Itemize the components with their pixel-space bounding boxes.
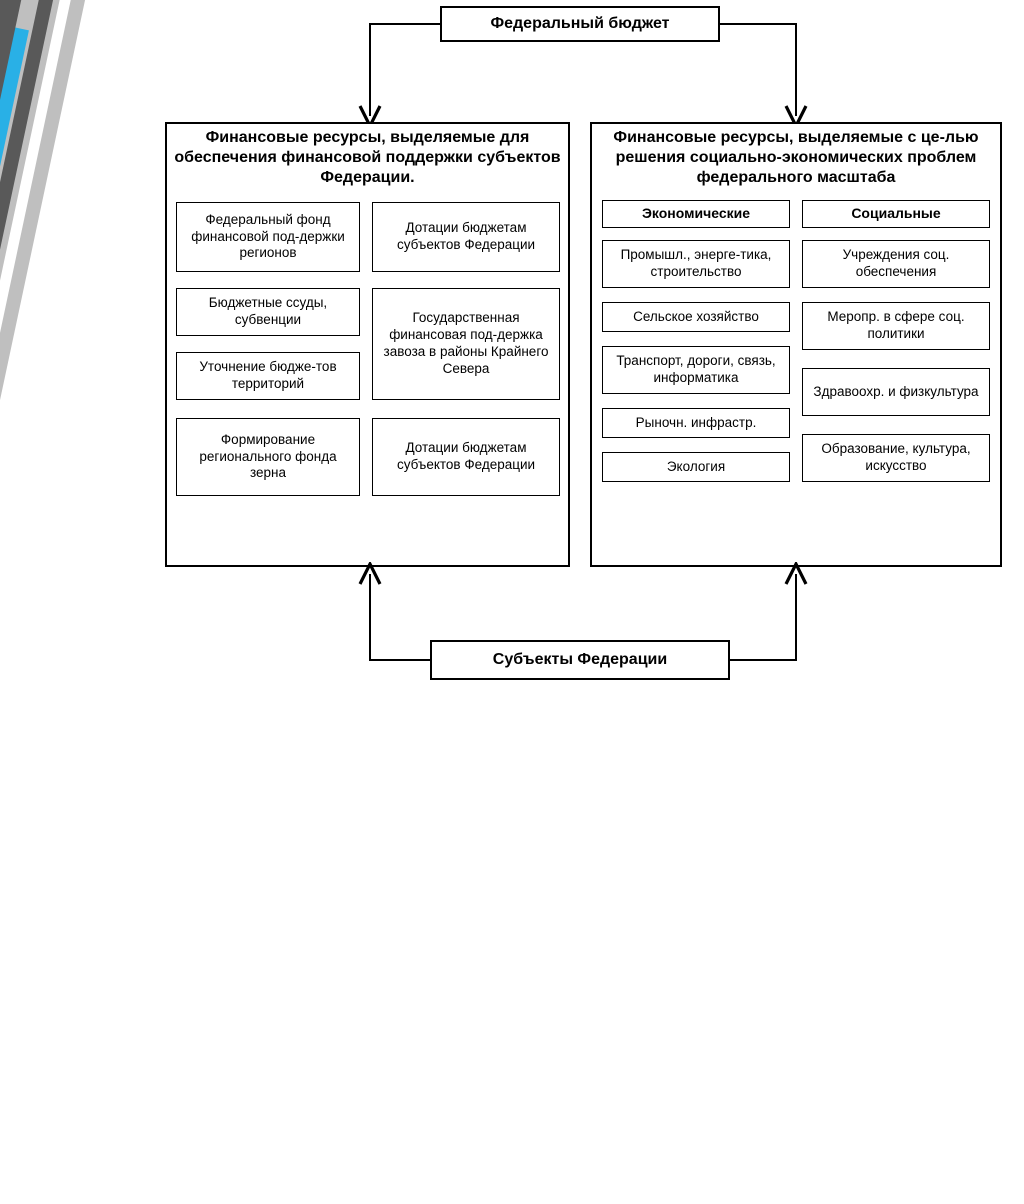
node-subjects-federation: Субъекты Федерации xyxy=(430,640,730,680)
cell-text: Транспорт, дороги, связь, информатика xyxy=(609,353,783,387)
node-label: Субъекты Федерации xyxy=(493,650,667,670)
cell-text: Учреждения соц. обеспечения xyxy=(809,247,983,281)
cell-text: Бюджетные ссуды, субвенции xyxy=(183,295,353,329)
cell-left: Бюджетные ссуды, субвенции xyxy=(176,288,360,336)
cell-right: Меропр. в сфере соц. политики xyxy=(802,302,990,350)
cell-text: Сельское хозяйство xyxy=(633,309,759,326)
subheader-economic: Экономические xyxy=(602,200,790,228)
cell-left: Федеральный фонд финансовой под-держки р… xyxy=(176,202,360,272)
cell-text: Меропр. в сфере соц. политики xyxy=(809,309,983,343)
cell-left: Формирование регионального фонда зерна xyxy=(176,418,360,496)
cell-text: Формирование регионального фонда зерна xyxy=(183,432,353,483)
cell-right: Сельское хозяйство xyxy=(602,302,790,332)
cell-right: Учреждения соц. обеспечения xyxy=(802,240,990,288)
cell-text: Здравоохр. и физкультура xyxy=(813,384,978,401)
cell-left: Уточнение бюдже-тов территорий xyxy=(176,352,360,400)
cell-text: Уточнение бюдже-тов территорий xyxy=(183,359,353,393)
cell-right: Здравоохр. и физкультура xyxy=(802,368,990,416)
cell-text: Федеральный фонд финансовой под-держки р… xyxy=(183,212,353,263)
cell-right: Промышл., энерге-тика, строительство xyxy=(602,240,790,288)
cell-left: Государственная финансовая под-держка за… xyxy=(372,288,560,400)
diagram-root: Федеральный бюджет Финансовые ресурсы, в… xyxy=(150,0,1010,768)
cell-text: Социальные xyxy=(851,205,940,223)
node-left-header: Финансовые ресурсы, выделяемые для обесп… xyxy=(165,122,570,192)
cell-right: Рыночн. инфрастр. xyxy=(602,408,790,438)
cell-text: Государственная финансовая под-держка за… xyxy=(379,310,553,378)
cell-right: Транспорт, дороги, связь, информатика xyxy=(602,346,790,394)
cell-left: Дотации бюджетам субъектов Федерации xyxy=(372,202,560,272)
cell-right: Образование, культура, искусство xyxy=(802,434,990,482)
cell-text: Рыночн. инфрастр. xyxy=(636,415,757,432)
cell-text: Промышл., энерге-тика, строительство xyxy=(609,247,783,281)
cell-right: Экология xyxy=(602,452,790,482)
cell-text: Экономические xyxy=(642,205,750,223)
subheader-social: Социальные xyxy=(802,200,990,228)
node-label: Федеральный бюджет xyxy=(490,14,669,34)
node-federal-budget: Федеральный бюджет xyxy=(440,6,720,42)
node-label: Финансовые ресурсы, выделяемые с це-лью … xyxy=(598,128,994,188)
cell-text: Дотации бюджетам субъектов Федерации xyxy=(379,440,553,474)
cell-left: Дотации бюджетам субъектов Федерации xyxy=(372,418,560,496)
node-right-header: Финансовые ресурсы, выделяемые с це-лью … xyxy=(590,122,1002,192)
cell-text: Дотации бюджетам субъектов Федерации xyxy=(379,220,553,254)
decorative-stripes xyxy=(0,0,160,1000)
cell-text: Образование, культура, искусство xyxy=(809,441,983,475)
node-label: Финансовые ресурсы, выделяемые для обесп… xyxy=(173,128,562,188)
cell-text: Экология xyxy=(667,459,725,476)
